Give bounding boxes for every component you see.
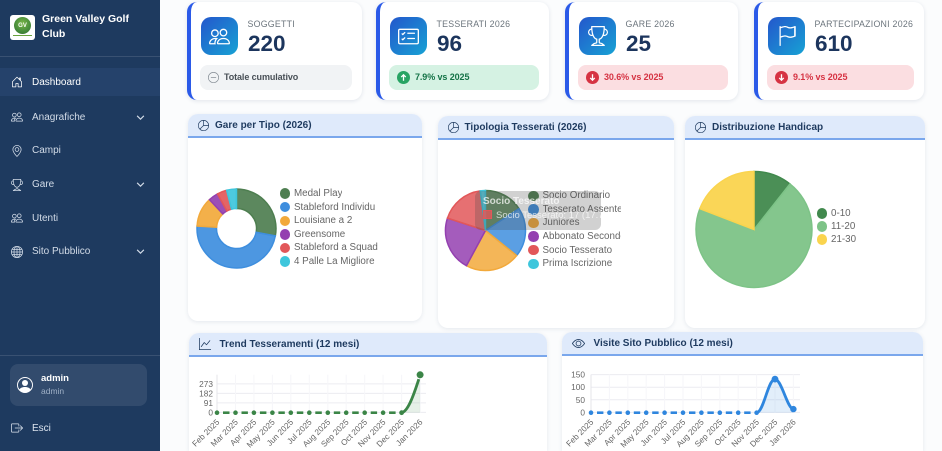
svg-text:0: 0 — [208, 407, 213, 417]
svg-text:150: 150 — [571, 370, 585, 380]
svg-text:91: 91 — [203, 398, 213, 408]
svg-text:0: 0 — [580, 407, 585, 417]
svg-text:182: 182 — [199, 388, 213, 398]
svg-text:273: 273 — [199, 379, 213, 389]
svg-text:100: 100 — [571, 382, 585, 392]
svg-text:50: 50 — [575, 395, 585, 405]
